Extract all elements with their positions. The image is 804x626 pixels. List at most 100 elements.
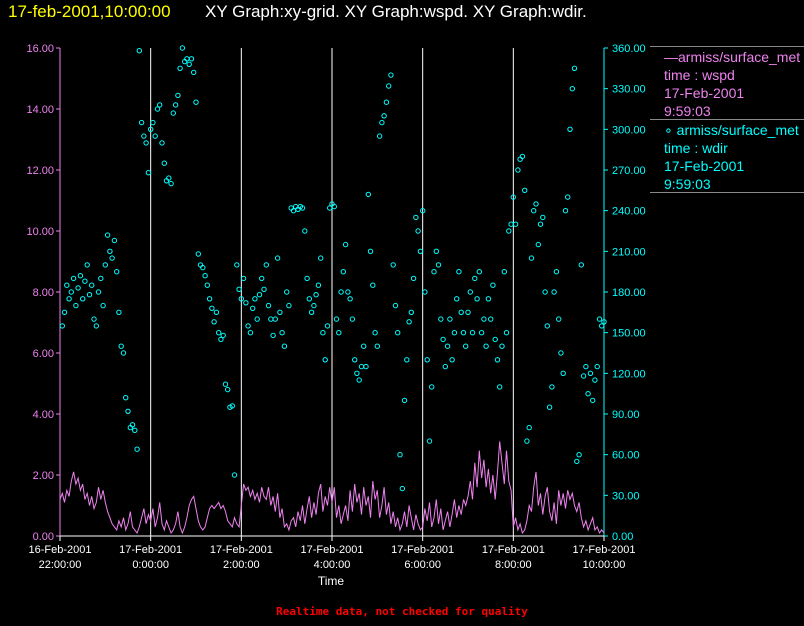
data-point-wdir xyxy=(98,275,104,282)
data-point-wdir xyxy=(220,332,226,339)
data-point-wdir xyxy=(204,282,211,288)
data-point-wdir xyxy=(320,330,326,336)
x-tick-label-date: 17-Feb-2001 xyxy=(573,544,636,556)
data-point-wdir xyxy=(476,269,482,275)
data-point-wdir xyxy=(444,343,451,349)
legend-wspd-name: —armiss/surface_met xyxy=(664,48,804,66)
data-point-wdir xyxy=(286,302,292,309)
data-point-wdir xyxy=(494,357,501,363)
series-line-wspd xyxy=(59,441,605,535)
data-point-wdir xyxy=(483,343,489,349)
right-tick-label: 330.00 xyxy=(612,84,646,96)
data-point-wdir xyxy=(270,332,276,339)
data-point-wdir xyxy=(401,397,408,404)
right-tick-label: 210.00 xyxy=(612,246,646,258)
data-point-wdir xyxy=(417,248,424,255)
data-point-wdir xyxy=(132,427,138,433)
x-tick-label-time: 8:00:00 xyxy=(495,559,532,571)
data-point-wdir xyxy=(497,384,503,390)
data-point-wdir xyxy=(379,119,385,126)
x-tick-label-time: 2:00:00 xyxy=(223,559,260,571)
data-point-wdir xyxy=(460,330,467,336)
legend-circle-swatch: ∘ xyxy=(664,122,677,138)
data-point-wdir xyxy=(102,262,109,268)
title-graph-list: XY Graph:xy-grid. XY Graph:wspd. XY Grap… xyxy=(205,2,587,21)
data-point-wdir xyxy=(469,330,476,336)
data-point-wdir xyxy=(454,296,460,302)
data-point-wdir xyxy=(522,187,528,194)
axes xyxy=(56,47,608,541)
data-point-wdir xyxy=(406,319,412,325)
data-point-wdir xyxy=(472,275,478,282)
data-point-wdir xyxy=(358,363,365,370)
data-point-wdir xyxy=(229,403,236,409)
data-point-wdir xyxy=(84,262,90,268)
data-point-wdir xyxy=(356,377,362,383)
data-point-wdir xyxy=(218,336,224,343)
data-point-wdir xyxy=(404,357,410,363)
data-point-wdir xyxy=(143,140,149,146)
data-point-wdir xyxy=(261,286,267,292)
data-point-wdir xyxy=(141,133,147,139)
data-point-wdir xyxy=(216,330,222,336)
data-point-wdir xyxy=(245,323,251,329)
tick-labels: 0.00 2.00 4.00 6.00 8.00 10.00 12.00 14.00 16.00… xyxy=(26,43,645,571)
data-point-wdir xyxy=(202,273,208,279)
legend-separator xyxy=(650,46,804,47)
x-tick-label-time: 4:00:00 xyxy=(314,559,351,571)
data-point-wdir xyxy=(565,194,571,200)
data-point-wdir xyxy=(499,343,505,349)
data-point-wdir xyxy=(481,316,487,322)
x-tick-label-date: 17-Feb-2001 xyxy=(119,544,182,556)
data-point-wdir xyxy=(148,126,154,133)
right-tick-label: 240.00 xyxy=(612,206,646,218)
data-point-wdir xyxy=(338,289,344,295)
data-point-wdir xyxy=(367,248,374,255)
data-point-wdir xyxy=(170,110,177,116)
data-point-wdir xyxy=(80,296,86,302)
data-point-wdir xyxy=(272,316,278,322)
data-point-wdir xyxy=(467,289,473,295)
data-point-wdir xyxy=(157,102,163,108)
data-point-wdir xyxy=(399,485,405,492)
data-point-wdir xyxy=(86,292,93,298)
legend-wspd-line1: time : wspd xyxy=(664,67,735,83)
data-point-wdir xyxy=(592,377,598,383)
data-point-wdir xyxy=(145,170,152,176)
data-point-wdir xyxy=(429,384,435,390)
data-point-wdir xyxy=(104,232,111,238)
data-point-wdir xyxy=(478,330,485,336)
data-point-wdir xyxy=(186,61,192,68)
data-point-wdir xyxy=(447,316,453,322)
legend-wdir-line2: 17-Feb-2001 xyxy=(664,158,745,174)
data-point-wdir xyxy=(136,48,143,54)
data-point-wdir xyxy=(331,203,337,210)
data-point-wdir xyxy=(211,319,217,325)
data-point-wdir xyxy=(490,282,496,288)
data-point-wdir xyxy=(594,363,600,370)
data-point-wdir xyxy=(168,180,174,187)
left-tick-label: 6.00 xyxy=(33,348,54,360)
data-point-wdir xyxy=(535,241,541,248)
data-point-wdir xyxy=(311,302,317,309)
data-point-wdir xyxy=(116,309,122,315)
data-point-wdir xyxy=(440,336,446,343)
right-tick-label: 120.00 xyxy=(612,368,646,380)
data-point-wdir xyxy=(318,255,324,261)
data-point-wdir xyxy=(537,221,544,227)
data-point-wdir xyxy=(200,264,206,271)
data-point-wdir xyxy=(125,408,131,414)
data-point-wdir xyxy=(172,102,179,108)
title-timestamp: 17-feb-2001,10:00:00 xyxy=(8,2,171,21)
data-point-wdir xyxy=(68,289,75,295)
data-point-wdir xyxy=(120,350,127,356)
data-point-wdir xyxy=(340,269,346,275)
data-point-wdir xyxy=(231,472,238,478)
data-point-wdir xyxy=(590,397,596,404)
data-point-wdir xyxy=(302,228,308,234)
x-tick-label-time: 22:00:00 xyxy=(39,559,82,571)
data-point-wdir xyxy=(562,208,569,214)
data-point-wdir xyxy=(114,269,120,275)
right-tick-label: 270.00 xyxy=(612,165,646,177)
data-point-wdir xyxy=(435,262,442,268)
